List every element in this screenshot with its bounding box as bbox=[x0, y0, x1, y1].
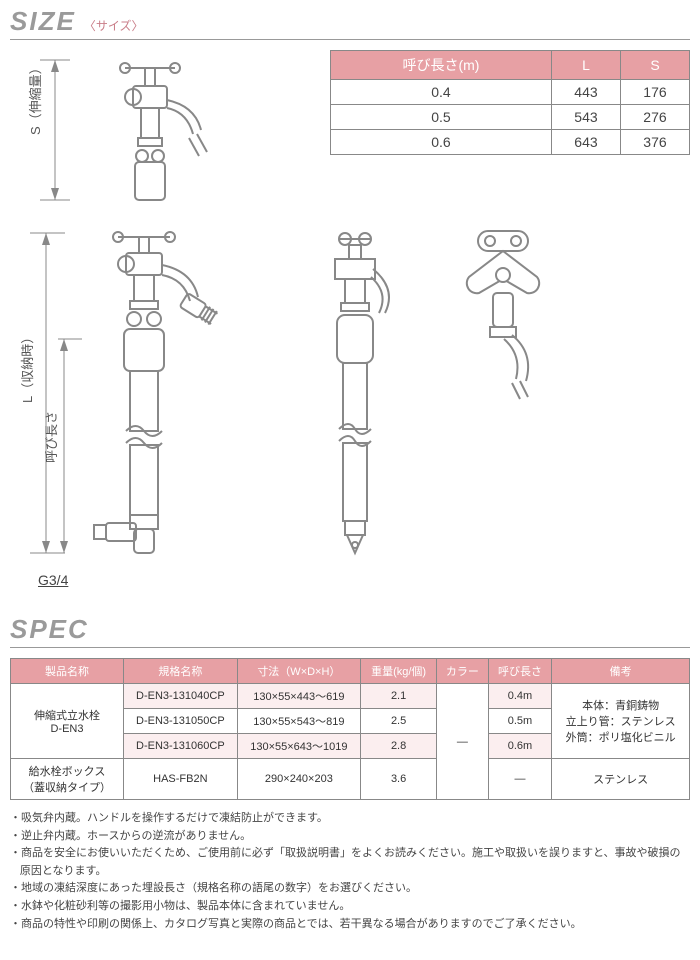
spec-group2-name: 給水栓ボックス （蓋収納タイプ） bbox=[11, 759, 124, 800]
spec-table: 製品名称 規格名称 寸法（W×D×H） 重量(kg/個) カラー 呼び長さ 備考… bbox=[10, 658, 690, 800]
thread-label: G3/4 bbox=[38, 572, 68, 588]
spec-th: 重量(kg/個) bbox=[361, 659, 437, 684]
note-item: 逆止弁内蔵。ホースからの逆流がありません。 bbox=[10, 828, 690, 846]
spec-row: 給水栓ボックス （蓋収納タイプ） HAS-FB2N 290×240×203 3.… bbox=[11, 759, 690, 800]
note-item: 商品の特性や印刷の関係上、カタログ写真と実際の商品とでは、若干異なる場合がありま… bbox=[10, 916, 690, 934]
spec-color-merged: — bbox=[437, 684, 488, 800]
svg-text:L（収納時）: L（収納時） bbox=[20, 331, 35, 403]
note-item: 商品を安全にお使いいただくため、ご使用前に必ず「取扱説明書」をよくお読みください… bbox=[10, 845, 690, 880]
size-th-0: 呼び長さ(m) bbox=[331, 51, 552, 80]
size-th-2: S bbox=[620, 51, 689, 80]
size-title-jp: サイズ bbox=[84, 17, 144, 34]
size-table-wrap: 呼び長さ(m) L S 0.4 443 176 0.5 543 276 0.6 … bbox=[330, 50, 690, 213]
spec-th: 備考 bbox=[552, 659, 690, 684]
size-row: 0.5 543 276 bbox=[331, 105, 690, 130]
spec-group1-name: 伸縮式立水栓 D-EN3 bbox=[11, 684, 124, 759]
drawing-upper-faucet: S（伸縮量） bbox=[10, 50, 310, 213]
note-item: 水鉢や化粧砂利等の撮影用小物は、製品本体に含まれていません。 bbox=[10, 898, 690, 916]
svg-text:呼び長さ: 呼び長さ bbox=[44, 411, 59, 463]
spec-row: 伸縮式立水栓 D-EN3 D-EN3-131040CP 130×55×443～6… bbox=[11, 684, 690, 709]
size-table: 呼び長さ(m) L S 0.4 443 176 0.5 543 276 0.6 … bbox=[330, 50, 690, 155]
spec-title-en: SPEC bbox=[10, 614, 89, 645]
note-item: 地域の凍結深度にあった埋設長さ（規格名称の語尾の数字）をお選びください。 bbox=[10, 880, 690, 898]
size-title-en: SIZE bbox=[10, 6, 76, 37]
spec-heading: SPEC bbox=[10, 608, 690, 648]
dim-s-label: S（伸縮量） bbox=[28, 61, 43, 135]
notes-list: 吸気弁内蔵。ハンドルを操作するだけで凍結防止ができます。 逆止弁内蔵。ホースから… bbox=[10, 810, 690, 933]
spec-th: 呼び長さ bbox=[488, 659, 552, 684]
drawing-lower-row: L（収納時） 呼び長さ bbox=[10, 223, 690, 586]
spec-note-merged: 本体：青銅鋳物 立上り管：ステンレス 外筒：ポリ塩化ビニル bbox=[552, 684, 690, 759]
spec-th: 寸法（W×D×H） bbox=[237, 659, 360, 684]
spec-th: 製品名称 bbox=[11, 659, 124, 684]
spec-th: カラー bbox=[437, 659, 488, 684]
size-heading: SIZE サイズ bbox=[10, 0, 690, 40]
note-item: 吸気弁内蔵。ハンドルを操作するだけで凍結防止ができます。 bbox=[10, 810, 690, 828]
size-row: 0.4 443 176 bbox=[331, 80, 690, 105]
spec-th: 規格名称 bbox=[123, 659, 237, 684]
size-row: 0.6 643 376 bbox=[331, 130, 690, 155]
size-th-1: L bbox=[551, 51, 620, 80]
